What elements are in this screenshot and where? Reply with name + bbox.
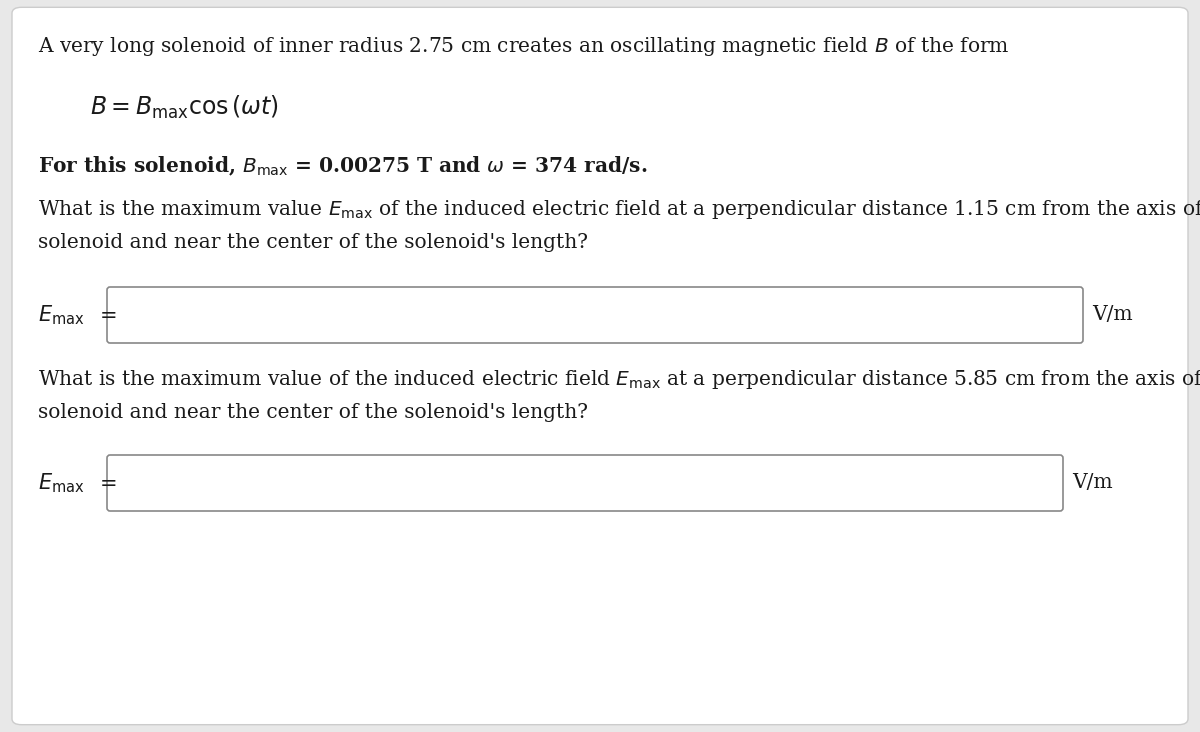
Text: solenoid and near the center of the solenoid's length?: solenoid and near the center of the sole… (38, 233, 588, 252)
Text: What is the maximum value of the induced electric field $E_{\mathrm{max}}$ at a : What is the maximum value of the induced… (38, 368, 1200, 391)
Text: For this solenoid, $\mathit{B}_{\mathrm{max}}$ = 0.00275 T and $\omega$ = 374 ra: For this solenoid, $\mathit{B}_{\mathrm{… (38, 154, 648, 178)
FancyBboxPatch shape (107, 287, 1084, 343)
Text: $=$: $=$ (95, 305, 116, 324)
Text: $E_{\mathrm{max}}$: $E_{\mathrm{max}}$ (38, 471, 84, 495)
FancyBboxPatch shape (107, 455, 1063, 511)
Text: solenoid and near the center of the solenoid's length?: solenoid and near the center of the sole… (38, 403, 588, 422)
Text: V/m: V/m (1092, 305, 1133, 324)
Text: What is the maximum value $E_{\mathrm{max}}$ of the induced electric field at a : What is the maximum value $E_{\mathrm{ma… (38, 198, 1200, 221)
Text: $E_{\mathrm{max}}$: $E_{\mathrm{max}}$ (38, 303, 84, 326)
Text: $B = B_{\mathrm{max}}\mathrm{cos}\,(\omega t)$: $B = B_{\mathrm{max}}\mathrm{cos}\,(\ome… (90, 94, 280, 122)
Text: A very long solenoid of inner radius 2.75 cm creates an oscillating magnetic fie: A very long solenoid of inner radius 2.7… (38, 35, 1009, 58)
Text: $=$: $=$ (95, 474, 116, 493)
Text: V/m: V/m (1072, 474, 1112, 493)
